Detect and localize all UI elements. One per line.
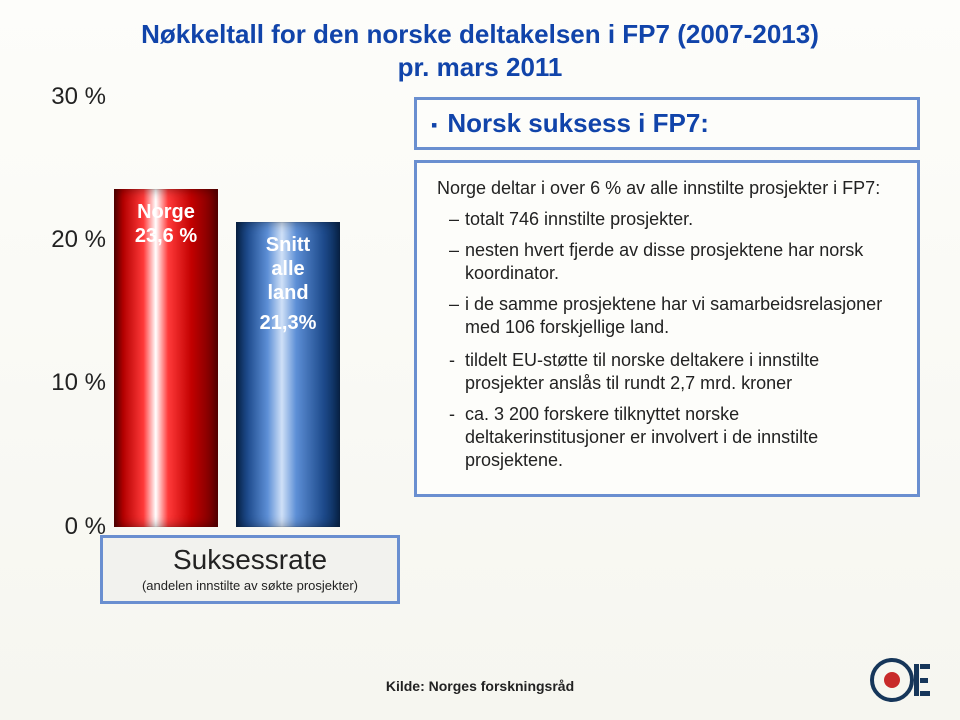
bar-snitt-l2: alle bbox=[228, 257, 348, 281]
info-header-text: Norsk suksess i FP7: bbox=[447, 108, 709, 138]
source-line: Kilde: Norges forskningsråd bbox=[0, 678, 960, 694]
bar-snitt: Snitt alle land 21,3% bbox=[236, 222, 340, 527]
bar-norge: Norge 23,6 % bbox=[114, 189, 218, 527]
slide: Nøkkeltall for den norske deltakelsen i … bbox=[0, 0, 960, 720]
bar-norge-label: Norge 23,6 % bbox=[106, 200, 226, 248]
bar-snitt-label: Snitt alle land 21,3% bbox=[228, 233, 348, 335]
ylabel-10: 10 % bbox=[51, 369, 106, 397]
bar-norge-name: Norge bbox=[106, 200, 226, 224]
info-body: Norge deltar i over 6 % av alle innstilt… bbox=[414, 160, 920, 497]
info-lead: Norge deltar i over 6 % av alle innstilt… bbox=[437, 177, 901, 200]
axis-caption-box: Suksessrate (andelen innstilte av søkte … bbox=[100, 535, 400, 604]
content-row: 30 % 20 % 10 % 0 % Norge 23,6 % Snitt al… bbox=[40, 97, 920, 604]
title-line1: Nøkkeltall for den norske deltakelsen i … bbox=[141, 19, 819, 49]
info-list-2: tildelt EU-støtte til norske deltakere i… bbox=[449, 349, 901, 472]
list-item: tildelt EU-støtte til norske deltakere i… bbox=[449, 349, 901, 395]
axis-title: Suksessrate bbox=[107, 544, 393, 576]
axis-subtitle: (andelen innstilte av søkte prosjekter) bbox=[107, 578, 393, 593]
bar-snitt-l3: land bbox=[228, 281, 348, 305]
bar-snitt-value: 21,3% bbox=[228, 311, 348, 335]
info-header: ▪ Norsk suksess i FP7: bbox=[414, 97, 920, 150]
ylabel-30: 30 % bbox=[51, 83, 106, 111]
bar-norge-value: 23,6 % bbox=[106, 224, 226, 248]
square-bullet-icon: ▪ bbox=[431, 115, 437, 135]
info-list-1: totalt 746 innstilte prosjekter. nesten … bbox=[449, 208, 901, 339]
list-item: ca. 3 200 forskere tilknyttet norske del… bbox=[449, 403, 901, 472]
info-column: ▪ Norsk suksess i FP7: Norge deltar i ove… bbox=[414, 97, 920, 604]
list-item: nesten hvert fjerde av disse prosjektene… bbox=[449, 239, 901, 285]
list-item: i de samme prosjektene har vi samarbeids… bbox=[449, 293, 901, 339]
bar-snitt-l1: Snitt bbox=[228, 233, 348, 257]
ylabel-0: 0 % bbox=[65, 513, 106, 541]
ife-logo-icon bbox=[870, 658, 930, 702]
y-axis-labels: 30 % 20 % 10 % 0 % bbox=[40, 97, 112, 527]
slide-title: Nøkkeltall for den norske deltakelsen i … bbox=[40, 18, 920, 83]
list-item: totalt 746 innstilte prosjekter. bbox=[449, 208, 901, 231]
ylabel-20: 20 % bbox=[51, 226, 106, 254]
chart-area: Norge 23,6 % Snitt alle land 21,3% bbox=[114, 97, 400, 527]
chart-column: 30 % 20 % 10 % 0 % Norge 23,6 % Snitt al… bbox=[40, 97, 400, 604]
title-line2: pr. mars 2011 bbox=[40, 51, 920, 84]
